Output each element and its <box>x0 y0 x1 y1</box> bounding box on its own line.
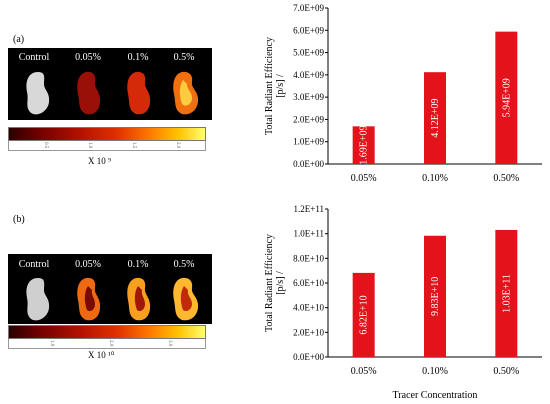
kidney-label-05: 0.5% <box>173 52 195 63</box>
bar-value-label: 1.69E+09 <box>359 126 370 165</box>
colorbar-a-tick: 0.5 <box>43 142 48 149</box>
bar-chart-b: 0.0E+00 2.0E+10 4.0E+10 6.0E+10 8.0E+10 1.0E+… <box>264 204 542 401</box>
colorbar-a-scale: 0.5 1.0 1.5 2.0 <box>8 141 206 151</box>
x-tick-label: 0.50% <box>493 173 519 184</box>
y-axis-title: Total Radiant Efficiency <box>264 37 275 135</box>
x-tick-label: 0.05% <box>351 366 377 377</box>
kidney-label-005: 0.05% <box>75 52 101 63</box>
kidney-01 <box>127 71 151 115</box>
y-tick-label: 8.0E+10 <box>293 253 324 263</box>
y-tick-label: 5.0E+09 <box>293 48 324 58</box>
y-axis-title: Total Radiant Efficiency <box>264 234 275 332</box>
bar-value-label: 9.83E+10 <box>430 277 441 316</box>
bar-value-label: 1.03E+11 <box>501 274 512 313</box>
kidney-control <box>26 278 50 321</box>
kidney-control <box>26 72 50 115</box>
y-tick-label: 3.0E+09 <box>293 92 324 102</box>
kidney-05 <box>173 71 199 115</box>
colorbar-a-tick: 2.0 <box>175 142 180 149</box>
x-tick-label: 0.10% <box>422 173 448 184</box>
bar-value-label: 5.94E+09 <box>501 78 512 117</box>
bar-value-label: 4.12E+09 <box>430 98 441 137</box>
kidney-label-005: 0.05% <box>75 259 101 270</box>
bar-value-label: 6.82E+10 <box>359 295 370 334</box>
panel-a-label: (a) <box>13 34 25 45</box>
y-tick-label: 1.2E+11 <box>294 204 325 214</box>
colorbar-b-tick: 3.0 <box>167 340 172 347</box>
x-tick-label: 0.50% <box>493 366 519 377</box>
colorbar-a <box>8 127 206 141</box>
x-tick-label: 0.05% <box>351 173 377 184</box>
kidney-label-control: Control <box>18 52 50 63</box>
kidney-005 <box>77 277 101 321</box>
kidney-label-01: 0.1% <box>127 259 149 270</box>
bar-chart-a: 0.0E+00 1.0E+09 2.0E+09 3.0E+09 4.0E+09 5.0E+… <box>264 3 542 184</box>
kidney-05 <box>173 277 199 321</box>
colorbar-a-tick: 1.5 <box>131 142 136 149</box>
x-axis-title: Tracer Concentration <box>393 390 478 401</box>
y-tick-label: 6.0E+09 <box>293 25 324 35</box>
y-tick-label: 1.0E+09 <box>293 137 324 147</box>
y-tick-label: 0.0E+00 <box>293 352 324 362</box>
colorbar-a-multiplier: X 10 ⁹ <box>88 156 112 166</box>
y-axis-title-units: [p/s] / <box>275 74 286 98</box>
bar <box>352 272 375 357</box>
colorbar-b-tick: 2.0 <box>108 340 113 347</box>
bar <box>495 229 518 357</box>
y-tick-label: 2.0E+10 <box>293 327 324 337</box>
colorbar-b-multiplier: X 10 ¹⁰ <box>88 350 115 360</box>
y-tick-label: 7.0E+09 <box>293 3 324 13</box>
colorbar-b-scale: 1.0 2.0 3.0 <box>8 339 206 349</box>
y-axis-title-units: [p/s] / <box>275 271 286 295</box>
kidney-label-control: Control <box>18 259 50 270</box>
colorbar-b-tick: 1.0 <box>49 340 54 347</box>
y-tick-label: 1.0E+11 <box>294 229 325 239</box>
y-tick-label: 4.0E+09 <box>293 70 324 80</box>
kidney-01 <box>127 277 151 321</box>
colorbar-a-tick: 1.0 <box>87 142 92 149</box>
y-tick-label: 4.0E+10 <box>293 303 324 313</box>
y-tick-label: 2.0E+09 <box>293 114 324 124</box>
panel-b-image: Control 0.05% 0.1% 0.5% <box>8 254 212 324</box>
bar <box>352 126 375 164</box>
panel-a-image: Control 0.05% 0.1% 0.5% <box>8 48 212 120</box>
bar <box>424 72 446 164</box>
bar <box>424 235 446 357</box>
kidney-005 <box>77 71 101 115</box>
bar <box>495 31 518 164</box>
kidney-label-05: 0.5% <box>173 259 195 270</box>
x-tick-label: 0.10% <box>422 366 448 377</box>
y-tick-label: 6.0E+10 <box>293 278 324 288</box>
y-tick-label: 0.0E+00 <box>293 159 324 169</box>
colorbar-b <box>8 325 206 339</box>
kidney-label-01: 0.1% <box>127 52 149 63</box>
panel-b-label: (b) <box>13 214 25 225</box>
